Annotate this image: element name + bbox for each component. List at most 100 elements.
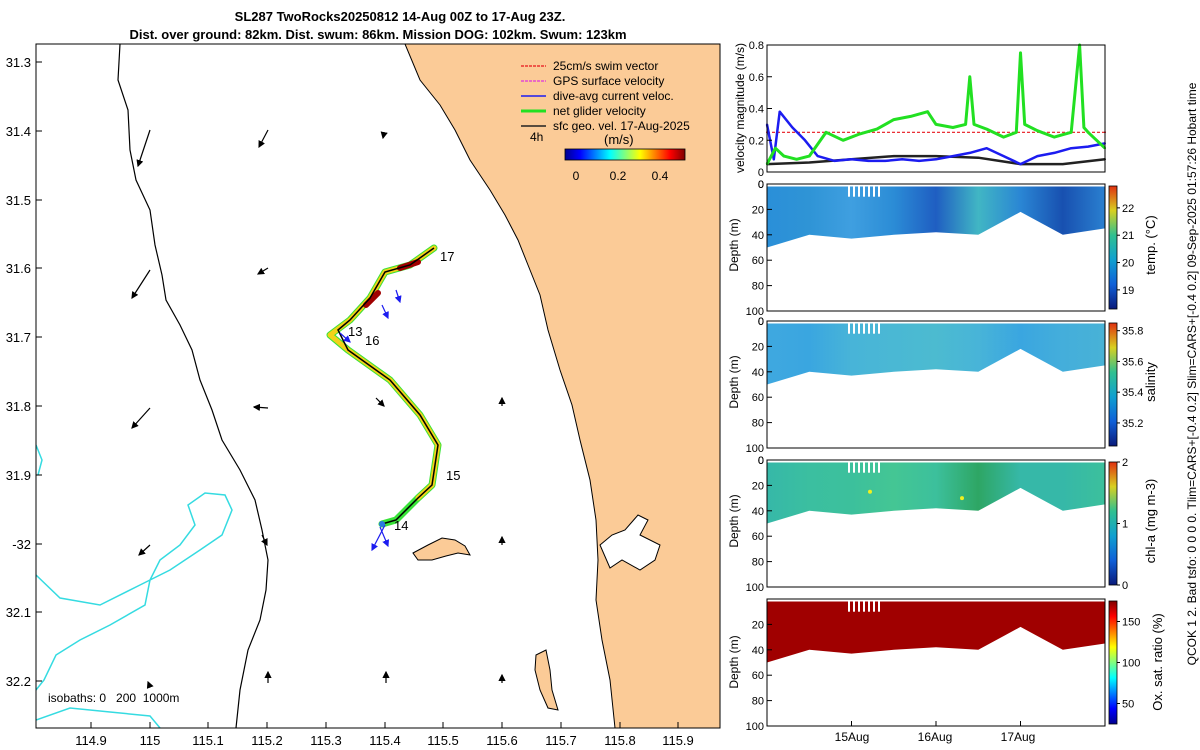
map-frame xyxy=(35,43,721,729)
map-y-tick: 31.5 xyxy=(6,193,31,208)
geo-arrow xyxy=(252,403,269,412)
map-x-tick: 115.8 xyxy=(604,733,636,748)
colorbar-tick: 35.6 xyxy=(1122,356,1143,368)
isobath-200m xyxy=(117,44,269,728)
velocity-y-tick: 0.8 xyxy=(749,40,764,52)
data-gap xyxy=(863,601,865,612)
data-gap xyxy=(873,601,875,612)
depth-tick: 60 xyxy=(752,392,764,404)
colorbar-tick: 0 xyxy=(1122,580,1128,592)
depth-tick-zero: 0 xyxy=(758,316,764,328)
chl-point xyxy=(960,496,964,501)
legend-label: dive-avg current veloc. xyxy=(553,89,674,103)
depth-tick: 40 xyxy=(752,230,764,242)
data-point-net-velocity xyxy=(1019,51,1022,54)
data-gap xyxy=(878,186,880,197)
data-point-dive-avg xyxy=(816,155,819,158)
depth-tick: 80 xyxy=(752,418,764,430)
data-point-dive-avg xyxy=(951,155,954,158)
map-panel: 17 13 16 15 14 25cm/s swim vector GPS su… xyxy=(6,43,721,748)
data-gap xyxy=(868,323,870,334)
data-point-net-velocity xyxy=(964,123,967,126)
section-frame xyxy=(766,459,1106,588)
velocity-y-tick: 0 xyxy=(758,167,764,179)
data-point-net-velocity xyxy=(892,118,895,121)
data-gap xyxy=(853,601,855,612)
data-point-dive-avg xyxy=(1070,147,1073,150)
data-point-net-velocity xyxy=(926,110,929,113)
data-gap xyxy=(873,186,875,197)
isobath-1000m-b xyxy=(36,492,233,691)
data-gap xyxy=(863,186,865,197)
dive-avg-arrow xyxy=(379,526,389,548)
data-point-sfc-geo xyxy=(977,156,980,159)
data-gap xyxy=(848,186,850,197)
map-x-ticks: 114.9 115 115.1 115.2 115.3 115.4 115.5 … xyxy=(75,733,694,748)
map-tick-marks xyxy=(36,61,679,728)
colorbar-tick: 0.2 xyxy=(610,169,627,183)
depth-tick: 100 xyxy=(746,582,764,594)
colorbar-tick: 21 xyxy=(1122,230,1134,242)
legend-label: sfc geo. vel. 17-Aug-2025 xyxy=(553,119,690,133)
legend-item-gps: GPS surface velocity xyxy=(521,74,664,88)
data-gap xyxy=(858,323,860,334)
data-point-net-velocity xyxy=(774,147,777,150)
depth-tick: 80 xyxy=(752,696,764,708)
depth-tick: 0 xyxy=(758,455,764,467)
salinity-clabel: salinity xyxy=(1143,362,1158,402)
chart-title-line1: SL287 TwoRocks20250812 14-Aug 00Z to 17-… xyxy=(235,9,566,24)
day-label-14: 14 xyxy=(394,518,408,533)
map-y-tick: 32.1 xyxy=(6,605,31,620)
data-gap xyxy=(853,323,855,334)
map-x-tick: 115.2 xyxy=(251,733,283,748)
dive-avg-arrow xyxy=(381,304,389,320)
isobath-1000m-c xyxy=(36,707,161,728)
legend-item-dive-avg: dive-avg current veloc. xyxy=(521,89,674,103)
data-gap xyxy=(848,323,850,334)
oxygen-section-fill xyxy=(767,601,1105,663)
day-label-13: 13 xyxy=(348,324,362,339)
data-gap xyxy=(863,462,865,473)
colorbar-tick: 150 xyxy=(1122,617,1140,629)
data-point-dive-avg xyxy=(833,159,836,162)
legend-label: 25cm/s swim vector xyxy=(553,59,658,73)
data-gap xyxy=(848,462,850,473)
geo-arrow xyxy=(380,131,388,140)
geo-velocity-arrows xyxy=(131,129,506,689)
section-frame xyxy=(766,183,1106,312)
data-gap xyxy=(868,462,870,473)
temp-clabel: temp. (°C) xyxy=(1143,215,1158,274)
depth-tick: 20 xyxy=(752,619,764,631)
dive-avg-arrow xyxy=(371,524,386,552)
section-fill xyxy=(767,323,1105,385)
depth-tick: 40 xyxy=(752,506,764,518)
geo-arrow xyxy=(138,544,151,556)
map-x-tick: 115 xyxy=(140,733,161,748)
data-gap xyxy=(858,601,860,612)
data-point-dive-avg xyxy=(867,159,870,162)
velocity-ylabel: velocity magnitude (m/s) xyxy=(733,43,747,173)
colorbar-tick: 100 xyxy=(1122,658,1140,670)
map-x-tick: 115.9 xyxy=(662,733,694,748)
depth-tick: 60 xyxy=(752,670,764,682)
chl-point xyxy=(868,489,872,494)
data-point-net-velocity xyxy=(875,128,878,131)
data-point-dive-avg xyxy=(901,158,904,161)
data-gap xyxy=(853,186,855,197)
section-frame xyxy=(766,320,1106,449)
colorbar-tick: 0 xyxy=(573,169,580,183)
estuary xyxy=(599,514,661,571)
legend-item-sfc-geo: sfc geo. vel. 17-Aug-2025 xyxy=(521,119,690,133)
data-point-net-velocity xyxy=(1036,129,1039,132)
geo-arrow xyxy=(131,269,151,300)
data-gap xyxy=(848,601,850,612)
depth-tick-zero: 0 xyxy=(758,179,764,191)
legend: 25cm/s swim vector GPS surface velocity … xyxy=(521,59,690,183)
geo-arrow xyxy=(375,397,385,407)
colorbar-tick: 22 xyxy=(1122,203,1134,215)
colorbar-title: (m/s) xyxy=(604,132,634,147)
data-point-net-velocity xyxy=(858,132,861,135)
colorbar-tick: 50 xyxy=(1122,699,1134,711)
data-point-net-velocity xyxy=(1070,131,1073,134)
data-point-net-velocity xyxy=(968,75,971,78)
